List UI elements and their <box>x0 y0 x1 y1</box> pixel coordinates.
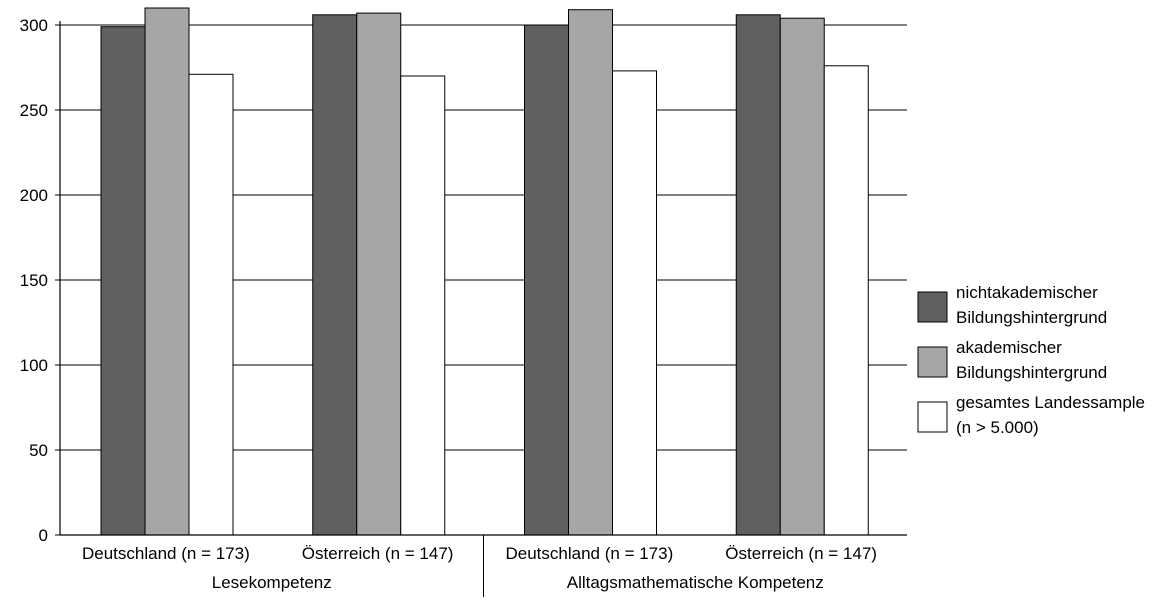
x-category-label: Deutschland (n = 173) <box>506 544 674 563</box>
bar <box>144 7 190 536</box>
y-tick-label: 100 <box>20 356 48 375</box>
legend-swatch <box>917 401 948 433</box>
bar <box>524 24 569 536</box>
x-category-label: Deutschland (n = 173) <box>82 544 250 563</box>
y-tick-label: 0 <box>39 526 48 545</box>
y-tick-label: 200 <box>20 186 48 205</box>
x-group-label: Alltagsmathematische Kompetenz <box>567 573 824 592</box>
legend: nichtakademischer Bildungshintergrund akad… <box>917 283 1145 437</box>
bar <box>312 14 358 536</box>
y-tick-label: 150 <box>20 271 48 290</box>
y-tick-label: 50 <box>29 441 48 460</box>
bar <box>612 70 657 536</box>
bars <box>100 7 869 536</box>
bar <box>188 73 234 536</box>
bar <box>779 17 825 536</box>
bar <box>568 9 613 536</box>
bar <box>735 14 781 536</box>
legend-label: akademischer <box>956 338 1062 357</box>
y-tick-label: 250 <box>20 101 48 120</box>
bar <box>823 65 869 536</box>
bar <box>400 75 446 536</box>
legend-swatch <box>917 346 948 378</box>
y-tick-label: 300 <box>20 16 48 35</box>
axes <box>55 21 907 597</box>
legend-label: nichtakademischer <box>956 283 1098 302</box>
x-category-label: Österreich (n = 147) <box>302 544 454 563</box>
bar <box>356 12 402 536</box>
legend-swatch <box>917 291 948 323</box>
bar <box>100 26 146 536</box>
legend-label: Bildungshintergrund <box>956 308 1107 327</box>
legend-label: (n > 5.000) <box>956 418 1039 437</box>
labels: 0 50 100 150 200 250 300 Deutschland (n = 173) Ö… <box>20 16 877 592</box>
legend-label: Bildungshintergrund <box>956 363 1107 382</box>
legend-label: gesamtes Landessample <box>956 393 1145 412</box>
x-group-label: Lesekompetenz <box>212 573 332 592</box>
x-category-label: Österreich (n = 147) <box>725 544 877 563</box>
